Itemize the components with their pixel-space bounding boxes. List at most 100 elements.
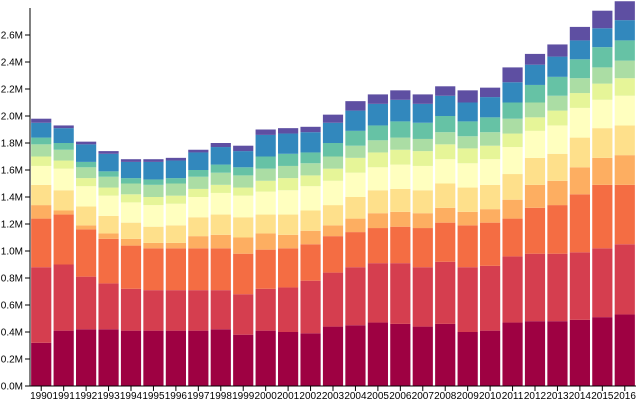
bar-stack-1999 bbox=[233, 145, 254, 386]
bar-segment-series-8-1994 bbox=[120, 183, 142, 195]
bar-segment-series-1-1994 bbox=[120, 330, 142, 386]
bar-segment-series-6-2008 bbox=[435, 159, 456, 184]
bar-segment-series-9-1999 bbox=[233, 167, 254, 176]
bar-segment-series-8-1993 bbox=[98, 176, 119, 188]
bar-segment-series-10-1994 bbox=[120, 161, 142, 179]
bar-segment-series-4-2005 bbox=[367, 213, 388, 229]
bar-segment-series-10-1990 bbox=[31, 122, 52, 138]
bar-segment-series-6-2001 bbox=[278, 190, 299, 215]
y-tick-label: 0.8M bbox=[1, 274, 23, 285]
bar-segment-series-4-1997 bbox=[188, 236, 209, 249]
bars-area bbox=[31, 1, 635, 386]
bar-stack-2013 bbox=[547, 44, 568, 386]
bar-segment-series-7-2011 bbox=[502, 133, 523, 148]
bar-segment-series-2-2013 bbox=[547, 253, 568, 322]
bar-segment-series-2-2015 bbox=[592, 248, 613, 318]
bar-segment-series-6-2006 bbox=[390, 164, 411, 189]
bar-segment-series-10-2014 bbox=[569, 40, 590, 60]
bar-segment-series-6-1992 bbox=[76, 186, 97, 207]
bar-segment-series-2-2010 bbox=[480, 265, 501, 331]
bar-segment-series-8-2007 bbox=[412, 138, 433, 152]
bar-segment-series-1-2016 bbox=[614, 314, 635, 386]
bar-segment-series-5-2006 bbox=[390, 188, 411, 212]
bar-segment-series-1-2007 bbox=[412, 326, 433, 386]
bar-segment-series-10-1999 bbox=[233, 151, 254, 168]
x-tick-label: 2015 bbox=[591, 391, 614, 400]
bar-segment-series-3-2001 bbox=[278, 248, 299, 288]
x-tick-label: 2003 bbox=[322, 391, 345, 400]
bar-segment-series-5-2016 bbox=[614, 125, 635, 156]
bar-segment-series-10-2003 bbox=[322, 122, 344, 143]
bar-segment-series-4-2002 bbox=[300, 230, 321, 245]
bar-segment-series-4-1993 bbox=[98, 233, 119, 239]
bar-segment-series-8-2000 bbox=[255, 168, 276, 181]
bar-segment-series-9-1996 bbox=[165, 178, 186, 184]
bar-segment-series-11-2002 bbox=[300, 126, 321, 133]
bar-segment-series-10-2007 bbox=[412, 103, 433, 123]
bar-segment-series-1-2001 bbox=[278, 332, 299, 386]
y-tick-label: 1.0M bbox=[1, 247, 23, 258]
bar-segment-series-7-2001 bbox=[278, 178, 299, 191]
bar-stack-1997 bbox=[188, 149, 209, 386]
bar-segment-series-9-2016 bbox=[614, 40, 635, 61]
bar-segment-series-8-2011 bbox=[502, 118, 523, 134]
bar-segment-series-7-1996 bbox=[165, 195, 186, 204]
bar-segment-series-6-2003 bbox=[322, 180, 344, 206]
bar-segment-series-11-1996 bbox=[165, 157, 186, 161]
bar-segment-series-11-2016 bbox=[614, 1, 635, 21]
bar-segment-series-9-1995 bbox=[143, 179, 164, 185]
bar-segment-series-10-2015 bbox=[592, 28, 613, 48]
bar-segment-series-5-2011 bbox=[502, 174, 523, 200]
bar-segment-series-5-1996 bbox=[165, 225, 186, 243]
bar-segment-series-2-2014 bbox=[569, 252, 590, 320]
x-tick-label: 2013 bbox=[546, 391, 569, 400]
y-tick-label: 0.4M bbox=[1, 328, 23, 339]
bar-segment-series-6-1997 bbox=[188, 197, 209, 218]
bar-segment-series-10-2000 bbox=[255, 134, 276, 157]
bar-segment-series-1-2012 bbox=[524, 321, 546, 386]
bar-segment-series-6-1999 bbox=[233, 195, 254, 218]
bar-segment-series-7-2010 bbox=[480, 145, 501, 160]
bar-segment-series-2-2006 bbox=[390, 263, 411, 324]
y-tick-label: 0.6M bbox=[1, 301, 23, 312]
bar-segment-series-7-2015 bbox=[592, 83, 613, 100]
bar-segment-series-11-1993 bbox=[98, 151, 119, 154]
x-tick-label: 2010 bbox=[479, 391, 502, 400]
bar-segment-series-2-2007 bbox=[412, 267, 433, 327]
bar-segment-series-7-2005 bbox=[367, 152, 388, 168]
bar-segment-series-3-2002 bbox=[300, 244, 321, 281]
bar-segment-series-11-2005 bbox=[367, 94, 388, 104]
bar-segment-series-5-2002 bbox=[300, 210, 321, 231]
bar-segment-series-1-1990 bbox=[31, 342, 52, 386]
bar-segment-series-4-1999 bbox=[233, 237, 254, 254]
bar-stack-2000 bbox=[255, 129, 276, 386]
bar-segment-series-5-1998 bbox=[210, 214, 231, 235]
bar-segment-series-8-1996 bbox=[165, 183, 186, 196]
bar-segment-series-6-1990 bbox=[31, 165, 52, 185]
bar-segment-series-7-1999 bbox=[233, 187, 254, 196]
bar-segment-series-1-1999 bbox=[233, 334, 254, 386]
bar-segment-series-7-1998 bbox=[210, 184, 231, 193]
bar-segment-series-1-1993 bbox=[98, 329, 119, 386]
bar-segment-series-2-2000 bbox=[255, 288, 276, 331]
bar-segment-series-7-2016 bbox=[614, 78, 635, 96]
bar-segment-series-4-2000 bbox=[255, 233, 276, 250]
bar-segment-series-8-2006 bbox=[390, 137, 411, 150]
bar-segment-series-5-1997 bbox=[188, 217, 209, 237]
bar-segment-series-6-2005 bbox=[367, 167, 388, 191]
bar-stack-2012 bbox=[524, 53, 546, 386]
bar-segment-series-8-1990 bbox=[31, 144, 52, 157]
bar-segment-series-11-2011 bbox=[502, 67, 523, 83]
x-tick-label: 2004 bbox=[344, 391, 367, 400]
bar-segment-series-9-2013 bbox=[547, 76, 568, 96]
bar-segment-series-10-1996 bbox=[165, 160, 186, 179]
bar-segment-series-11-1992 bbox=[76, 141, 97, 145]
bar-segment-series-2-1992 bbox=[76, 276, 97, 330]
bar-segment-series-5-2015 bbox=[592, 128, 613, 158]
bar-stack-2004 bbox=[345, 101, 366, 386]
bar-segment-series-3-2009 bbox=[457, 225, 478, 268]
bar-segment-series-2-2008 bbox=[435, 261, 456, 324]
bar-segment-series-2-2005 bbox=[367, 263, 388, 323]
bar-segment-series-9-1993 bbox=[98, 171, 119, 177]
bar-segment-series-3-2003 bbox=[322, 236, 344, 273]
